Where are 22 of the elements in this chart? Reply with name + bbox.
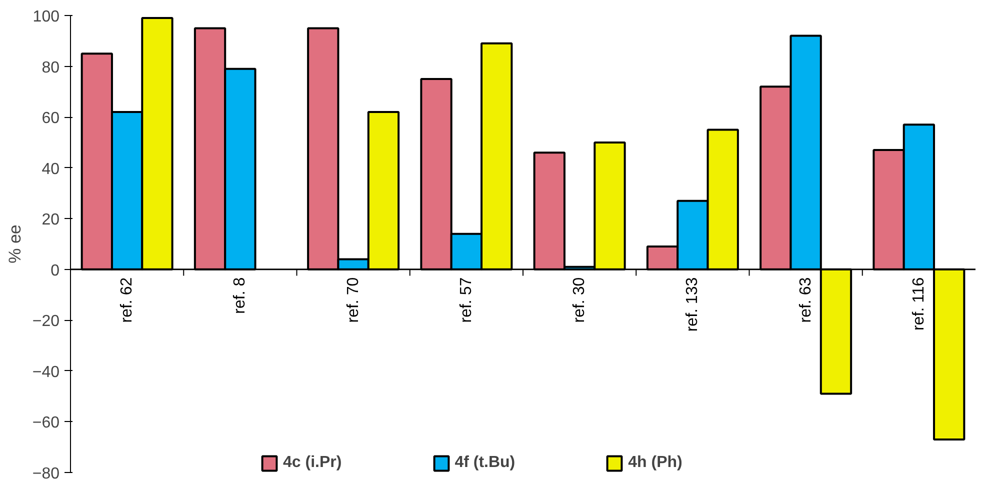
x-tick-label: ref. 116 [910, 277, 928, 330]
y-tick-label: 0 [50, 262, 60, 280]
y-tick-label: 60 [42, 110, 60, 128]
x-tick-label: ref. 62 [118, 277, 136, 323]
y-axis-title: % ee [5, 224, 24, 264]
y-tick-label: 20 [42, 212, 60, 229]
y-tick-label: 80 [42, 59, 60, 76]
x-tick-label: ref. 70 [344, 277, 362, 323]
y-tick-label: −80 [32, 466, 60, 482]
y-tick-label: −40 [32, 364, 60, 381]
y-tick-label: −20 [32, 313, 60, 330]
legend-label: 4c (i.Pr) [283, 454, 342, 472]
x-tick-label: ref. 63 [797, 277, 814, 323]
x-tick-label: ref. 133 [684, 277, 702, 332]
y-tick-label: 100 [32, 8, 60, 26]
legend-label: 4h (Ph) [628, 454, 682, 472]
legend-label: 4f (t.Bu) [454, 454, 516, 472]
x-tick-label: ref. 30 [571, 277, 588, 323]
x-tick-label: ref. 57 [458, 277, 475, 323]
y-tick-label: 40 [42, 160, 60, 178]
x-tick-label: ref. 8 [232, 277, 249, 314]
y-tick-label: −60 [32, 414, 60, 432]
